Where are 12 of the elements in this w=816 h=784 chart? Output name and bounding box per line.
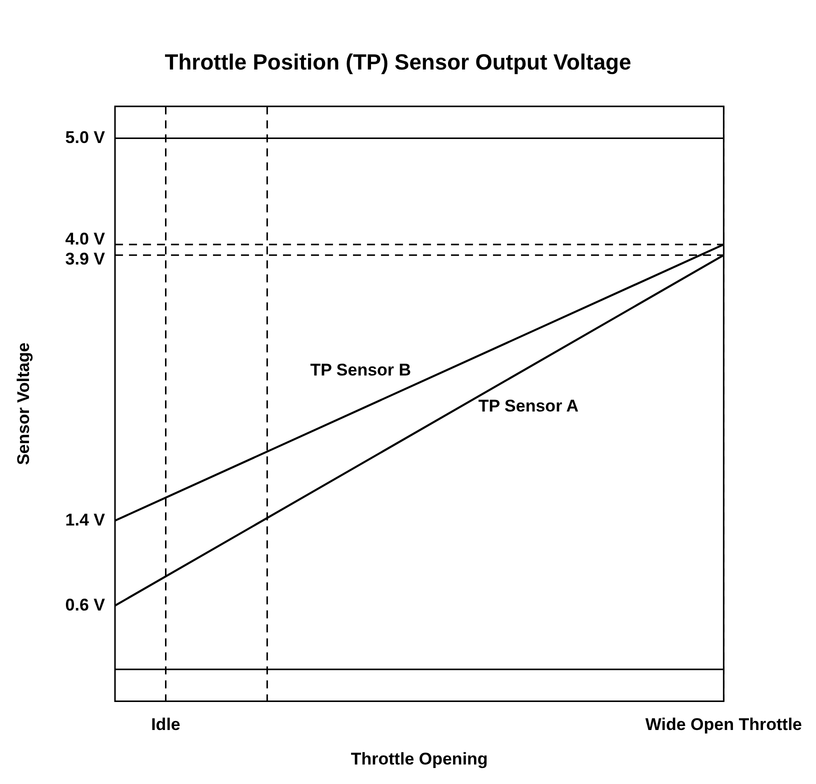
x-axis-title: Throttle Opening (350, 749, 488, 768)
x-tick-label: Wide Open Throttle (645, 715, 802, 734)
y-axis-title: Sensor Voltage (14, 342, 33, 466)
y-tick-label: 5.0 V (65, 128, 106, 147)
y-tick-label: 0.6 V (65, 595, 106, 614)
chart-title: Throttle Position (TP) Sensor Output Voltage (164, 49, 632, 74)
y-tick-label: 1.4 V (65, 510, 106, 530)
x-tick-label: Idle (151, 715, 180, 734)
y-tick-label: 4.0 V (65, 229, 106, 248)
series-label: TP Sensor B (310, 360, 412, 380)
series-label: TP Sensor A (478, 396, 579, 416)
y-tick-label: 3.9 V (65, 249, 106, 268)
